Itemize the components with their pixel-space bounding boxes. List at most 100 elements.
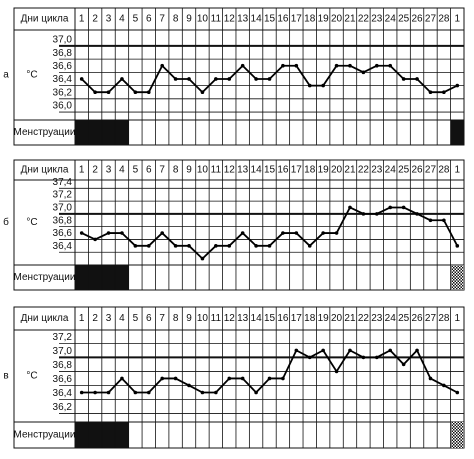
menstruation-cell-hatched [450, 265, 464, 290]
temperature-point [79, 231, 84, 235]
temperature-point [455, 244, 460, 248]
temperature-point [106, 390, 111, 395]
menstruation-cell [75, 265, 89, 290]
x-tick-label: 20 [331, 313, 343, 324]
temperature-point [133, 244, 138, 248]
x-tick-label: 13 [237, 14, 249, 25]
x-tick-label: 2 [92, 165, 98, 176]
temperature-point [173, 244, 178, 248]
temperature-point [428, 218, 433, 223]
menstruation-cell [88, 120, 102, 145]
temperature-point [254, 244, 258, 248]
y-tick-label: 36,6 [53, 61, 73, 72]
x-tick-label: 28 [438, 165, 450, 176]
x-tick-label: 1 [79, 313, 85, 324]
temperature-point [307, 355, 312, 360]
temperature-point [294, 231, 299, 235]
menstruation-cell [115, 120, 129, 145]
y-tick-label: 36,4 [53, 74, 73, 85]
x-tick-label: 17 [291, 14, 303, 25]
temperature-point [160, 376, 164, 381]
x-tick-label: 3 [106, 313, 112, 324]
x-tick-label: 6 [146, 313, 152, 324]
panel-frame [13, 7, 465, 146]
panel: 37,4 37,2 37,036,8 36,6 36,4 °С Дни цикла Менст… [13, 159, 465, 291]
temperature-point [254, 77, 258, 81]
x-tick-label: 2 [92, 313, 98, 324]
y-axis-label: °С [26, 70, 37, 81]
temperature-point [200, 90, 205, 95]
x-tick-label: 8 [173, 313, 179, 324]
x-tick-label: 15 [264, 313, 276, 324]
temperature-point [187, 244, 191, 248]
panel-label: в [3, 371, 8, 382]
row-label: Менструации [14, 430, 76, 441]
x-tick-label: 11 [211, 313, 222, 324]
temperature-point [79, 390, 84, 395]
temperature-point [348, 205, 352, 210]
temperature-point [401, 362, 406, 367]
x-tick-label: 7 [159, 165, 165, 176]
temperature-point [415, 348, 419, 353]
panel-label: б [3, 216, 9, 228]
temperature-point [160, 231, 164, 235]
temperature-point [388, 63, 393, 68]
x-tick-label: 3 [106, 14, 112, 25]
y-tick-label: 36,8 [53, 360, 73, 371]
x-tick-label: 4 [119, 313, 125, 324]
y-tick-label: 36,2 [53, 402, 73, 413]
x-tick-label: 22 [358, 313, 370, 324]
temperature-point [294, 63, 299, 68]
panel-frame [13, 306, 465, 449]
y-tick-label: 36,0 [53, 101, 73, 112]
temperature-point [133, 390, 138, 395]
temperature-point [281, 63, 285, 68]
y-tick-label: 36,6 [53, 228, 73, 239]
x-tick-label: 11 [211, 14, 222, 25]
menstruation-cell-hatched [450, 422, 464, 448]
x-tick-label: 5 [133, 313, 139, 324]
menstruation-cell [75, 120, 89, 145]
temperature-point [307, 83, 312, 88]
x-tick-label: 17 [291, 313, 303, 324]
temperature-point [214, 244, 218, 248]
temperature-point [267, 376, 272, 381]
x-tick-label: 28 [438, 14, 450, 25]
x-tick-label: 3 [106, 165, 112, 176]
temperature-point [106, 231, 111, 235]
temperature-point [334, 231, 339, 235]
row-label: Менструации [14, 127, 76, 138]
x-tick-label: 24 [385, 313, 397, 324]
x-tick-label: 23 [371, 313, 383, 324]
x-tick-label: 15 [264, 14, 276, 25]
x-tick-label: 24 [385, 165, 397, 176]
temperature-point [375, 63, 379, 68]
x-tick-label: 21 [344, 165, 356, 176]
temperature-point [214, 390, 218, 395]
temperature-point [442, 90, 446, 95]
y-tick-label: 36,8 [53, 215, 73, 226]
x-tick-label: 1 [455, 165, 461, 176]
temperature-point [442, 383, 446, 388]
y-tick-label: 36,8 [53, 48, 73, 59]
temperature-point [455, 390, 460, 395]
temperature-point [227, 77, 232, 81]
temperature-point [173, 77, 178, 81]
y-tick-label: 37,0 [53, 203, 73, 214]
x-tick-label: 14 [251, 165, 263, 176]
temperature-point [93, 390, 97, 395]
x-tick-label: 1 [79, 14, 85, 25]
x-tick-label: 13 [237, 313, 249, 324]
temperature-point [160, 63, 164, 68]
temperature-point [146, 244, 151, 248]
temperature-point [106, 90, 111, 95]
x-tick-label: 11 [211, 165, 222, 176]
temperature-point [93, 237, 97, 242]
menstruation-cell [88, 265, 102, 290]
temperature-point [428, 90, 433, 95]
temperature-point [281, 376, 285, 381]
x-tick-label: 12 [224, 165, 236, 176]
y-tick-label: 36,4 [53, 388, 73, 399]
temperature-point [361, 70, 366, 75]
x-tick-label: 27 [425, 313, 437, 324]
